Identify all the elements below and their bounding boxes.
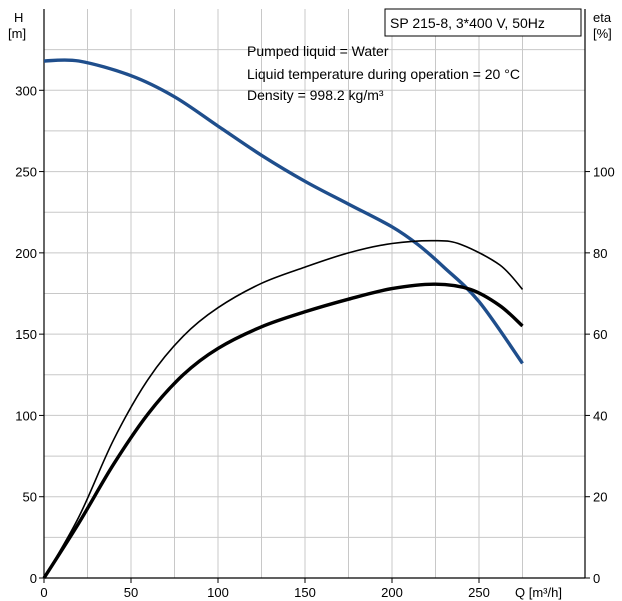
chart-grid <box>44 9 585 578</box>
y-left-label-unit: [m] <box>8 26 26 41</box>
chart-curves <box>42 58 524 579</box>
y-left-tick-label: 150 <box>15 327 37 342</box>
title-box <box>384 8 582 37</box>
y-right-tick-label: 20 <box>593 490 607 505</box>
y-left-tick-label: 200 <box>15 246 37 261</box>
chart-ticks: 0 50 100 150 200 250 0 50 100 150 200 250 300 0 20 40 60… <box>15 83 614 600</box>
series-efficiency-curve-thin <box>43 239 524 579</box>
y-right-tick-label: 100 <box>593 165 615 180</box>
x-tick-label: 100 <box>207 585 229 600</box>
y-right-tick-label: 60 <box>593 327 607 342</box>
series-efficiency-curve-thick <box>42 282 524 579</box>
x-tick-label: 150 <box>294 585 316 600</box>
y-left-tick-label: 0 <box>30 571 37 586</box>
y-right-tick-label: 40 <box>593 408 607 423</box>
chart-axes <box>43 9 586 579</box>
y-right-label-unit: [%] <box>593 26 612 41</box>
y-right-tick-label: 0 <box>593 571 600 586</box>
y-right-label-symbol: eta <box>593 10 612 25</box>
x-tick-label: 250 <box>468 585 490 600</box>
x-axis-label: Q [m³/h] <box>515 585 562 600</box>
x-tick-label: 50 <box>124 585 138 600</box>
x-tick-label: 200 <box>381 585 403 600</box>
y-right-tick-label: 80 <box>593 246 607 261</box>
title-box-text: SP 215-8, 3*400 V, 50Hz <box>390 15 545 31</box>
series-head-curve <box>43 58 524 365</box>
y-left-label-symbol: H <box>14 10 23 25</box>
annotation-liquid: Pumped liquid = Water <box>247 43 389 59</box>
x-tick-label: 0 <box>40 585 47 600</box>
y-left-tick-label: 250 <box>15 165 37 180</box>
y-left-tick-label: 100 <box>15 408 37 423</box>
annotation-density: Density = 998.2 kg/m³ <box>247 87 384 103</box>
y-left-tick-label: 50 <box>23 490 37 505</box>
y-left-tick-label: 300 <box>15 83 37 98</box>
annotation-temperature: Liquid temperature during operation = 20… <box>247 66 520 82</box>
